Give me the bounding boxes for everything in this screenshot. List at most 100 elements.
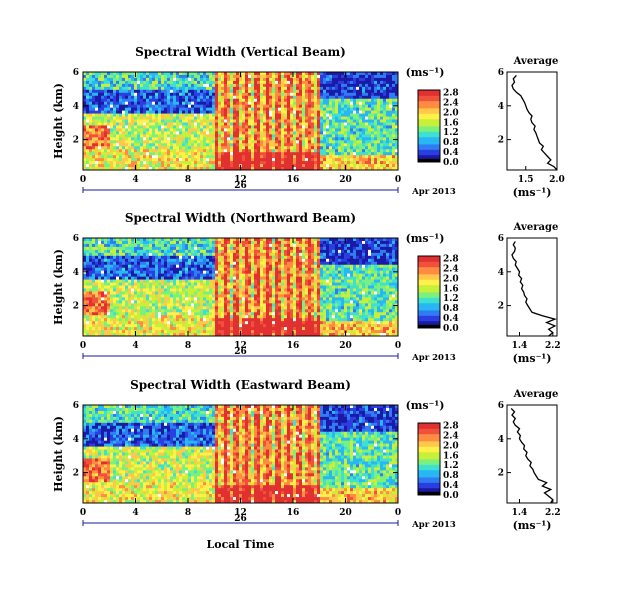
- heatmap-cell: [359, 140, 363, 144]
- heatmap-cell: [170, 74, 174, 79]
- heatmap-cell: [146, 143, 150, 147]
- heatmap-cell: [92, 101, 96, 106]
- heatmap-cell: [239, 131, 243, 135]
- heatmap-cell: [104, 258, 108, 263]
- heatmap-cell: [152, 158, 156, 162]
- heatmap-cell: [386, 152, 390, 156]
- heatmap-cell: [125, 83, 129, 88]
- heatmap-cell: [179, 246, 183, 251]
- heatmap-cell: [200, 261, 204, 266]
- heatmap-cell: [86, 238, 90, 242]
- heatmap-cell: [134, 285, 138, 289]
- heatmap-cell: [128, 246, 132, 251]
- heatmap-cell: [92, 315, 96, 319]
- heatmap-cell: [179, 288, 183, 292]
- heatmap-cell: [95, 249, 99, 254]
- heatmap-cell: [242, 119, 246, 123]
- heatmap-cell: [104, 122, 108, 126]
- heatmap-cell: [230, 101, 234, 106]
- heatmap-cell: [107, 294, 111, 298]
- heatmap-cell: [188, 98, 192, 103]
- heatmap-cell: [140, 279, 144, 283]
- heatmap-cell: [251, 143, 255, 147]
- heatmap-cell: [290, 119, 294, 123]
- heatmap-cell: [92, 324, 96, 328]
- heatmap-cell: [176, 321, 180, 325]
- heatmap-cell: [119, 128, 123, 132]
- heatmap-cell: [155, 327, 159, 331]
- heatmap-cell: [383, 113, 387, 117]
- heatmap-cell: [239, 134, 243, 138]
- heatmap-cell: [224, 152, 228, 156]
- heatmap-cell: [107, 128, 111, 132]
- heatmap-cell: [191, 137, 195, 141]
- heatmap-cell: [146, 264, 150, 269]
- heatmap-cell: [248, 146, 252, 150]
- heatmap-cell: [248, 110, 252, 114]
- heatmap-cell: [122, 252, 126, 257]
- heatmap-cell: [161, 330, 165, 334]
- heatmap-cell: [122, 291, 126, 295]
- heatmap-cell: [386, 110, 390, 114]
- heatmap-cell: [290, 86, 294, 91]
- heatmap-cell: [170, 303, 174, 307]
- heatmap-cell: [125, 167, 129, 171]
- heatmap-cell: [206, 300, 210, 304]
- heatmap-cell: [161, 98, 165, 103]
- heatmap-cell: [143, 116, 147, 120]
- heatmap-cell: [122, 330, 126, 334]
- heatmap-cell: [164, 161, 168, 165]
- heatmap-cell: [86, 264, 90, 269]
- heatmap-cell: [179, 72, 183, 76]
- heatmap-cell: [233, 101, 237, 106]
- heatmap-cell: [395, 119, 399, 123]
- heatmap-cell: [164, 125, 168, 129]
- heatmap-cell: [254, 146, 258, 150]
- heatmap-cell: [353, 143, 357, 147]
- heatmap-cell: [353, 128, 357, 132]
- heatmap-cell: [95, 125, 99, 129]
- heatmap-cell: [206, 238, 210, 242]
- heatmap-cell: [305, 74, 309, 79]
- heatmap-cell: [98, 89, 102, 94]
- heatmap-cell: [137, 101, 141, 106]
- heatmap-cell: [173, 324, 177, 328]
- heatmap-cell: [239, 122, 243, 126]
- heatmap-cell: [182, 318, 186, 322]
- heatmap-cell: [116, 131, 120, 135]
- heatmap-cell: [344, 92, 348, 97]
- heatmap-cell: [176, 327, 180, 331]
- heatmap-cell: [107, 255, 111, 260]
- heatmap-cell: [122, 315, 126, 319]
- heatmap-cell: [299, 104, 303, 109]
- heatmap-cell: [176, 119, 180, 123]
- heatmap-cell: [176, 149, 180, 153]
- heatmap-cell: [104, 77, 108, 82]
- heatmap-cell: [269, 101, 273, 106]
- heatmap-cell: [287, 116, 291, 120]
- heatmap-cell: [200, 134, 204, 138]
- heatmap-cell: [305, 116, 309, 120]
- heatmap-cell: [146, 113, 150, 117]
- heatmap-cell: [128, 318, 132, 322]
- heatmap-cell: [107, 107, 111, 112]
- heatmap-cell: [245, 83, 249, 88]
- heatmap-cell: [134, 116, 138, 120]
- heatmap-cell: [86, 116, 90, 120]
- heatmap-cell: [131, 330, 135, 334]
- heatmap-cell: [158, 300, 162, 304]
- heatmap-cell: [152, 113, 156, 117]
- heatmap-cell: [137, 264, 141, 269]
- heatmap-cell: [296, 131, 300, 135]
- heatmap-cell: [179, 267, 183, 272]
- heatmap-cell: [128, 240, 132, 245]
- heatmap-cell: [248, 131, 252, 135]
- heatmap-cell: [230, 92, 234, 97]
- heatmap-cell: [95, 297, 99, 301]
- heatmap-cell: [98, 276, 102, 280]
- heatmap-cell: [113, 155, 117, 159]
- heatmap-cell: [191, 285, 195, 289]
- heatmap-cell: [134, 92, 138, 97]
- heatmap-cell: [335, 116, 339, 120]
- heatmap-cell: [119, 285, 123, 289]
